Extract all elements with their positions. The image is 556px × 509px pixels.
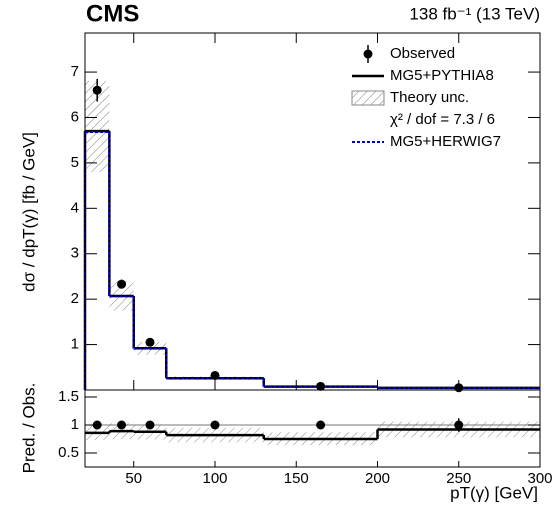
plot-frame bbox=[84, 32, 541, 391]
ratio-y-tick-label: 0.5 bbox=[58, 444, 79, 461]
ratio-y-axis-label: Pred. / Obs. bbox=[19, 383, 38, 474]
chart-title: CMS bbox=[86, 0, 139, 27]
ratio-point bbox=[92, 420, 102, 430]
x-tick-label: 250 bbox=[446, 470, 471, 487]
x-tick-label: 50 bbox=[125, 470, 142, 487]
legend-label: MG5+HERWIG7 bbox=[390, 133, 501, 150]
y-tick-label: 6 bbox=[71, 108, 79, 125]
x-tick-label: 150 bbox=[284, 470, 309, 487]
x-tick-label: 100 bbox=[202, 470, 227, 487]
ratio-point bbox=[316, 420, 326, 430]
y-tick-label: 1 bbox=[71, 336, 79, 353]
x-axis-label: pT(γ) [GeV] bbox=[450, 483, 538, 502]
ratio-y-tick-label: 1.5 bbox=[58, 388, 79, 405]
ratio-frame bbox=[84, 389, 541, 468]
y-tick-label: 5 bbox=[71, 154, 79, 171]
chart-subtitle: 138 fb⁻¹ (13 TeV) bbox=[409, 4, 540, 23]
ratio-y-tick-label: 1 bbox=[71, 416, 79, 433]
ratio-point bbox=[145, 420, 155, 430]
x-tick-label: 200 bbox=[365, 470, 390, 487]
ratio-point bbox=[454, 420, 464, 430]
ratio-point bbox=[210, 420, 220, 430]
y-tick-label: 3 bbox=[71, 245, 79, 262]
legend: Observed MG5+PYTHIA8 Theory unc. χ² / do… bbox=[351, 45, 501, 150]
legend-label: Theory unc. bbox=[390, 89, 469, 106]
legend-label: Observed bbox=[390, 45, 455, 62]
y-tick-label: 4 bbox=[71, 199, 79, 216]
observed-point bbox=[92, 85, 102, 95]
y-axis-label: dσ / dpT(γ) [fb / GeV] bbox=[19, 132, 38, 292]
x-tick-label: 300 bbox=[527, 470, 552, 487]
y-tick-label: 2 bbox=[71, 290, 79, 307]
observed-point bbox=[145, 337, 155, 347]
observed-point bbox=[117, 279, 127, 289]
legend-marker bbox=[363, 49, 373, 59]
legend-label: MG5+PYTHIA8 bbox=[390, 67, 494, 84]
legend-swatch bbox=[351, 90, 385, 106]
observed-point bbox=[316, 381, 326, 391]
y-tick-label: 7 bbox=[71, 63, 79, 80]
annotation: χ² / dof = 7.3 / 6 bbox=[390, 111, 495, 128]
ratio-point bbox=[117, 420, 127, 430]
observed-point bbox=[210, 370, 220, 380]
